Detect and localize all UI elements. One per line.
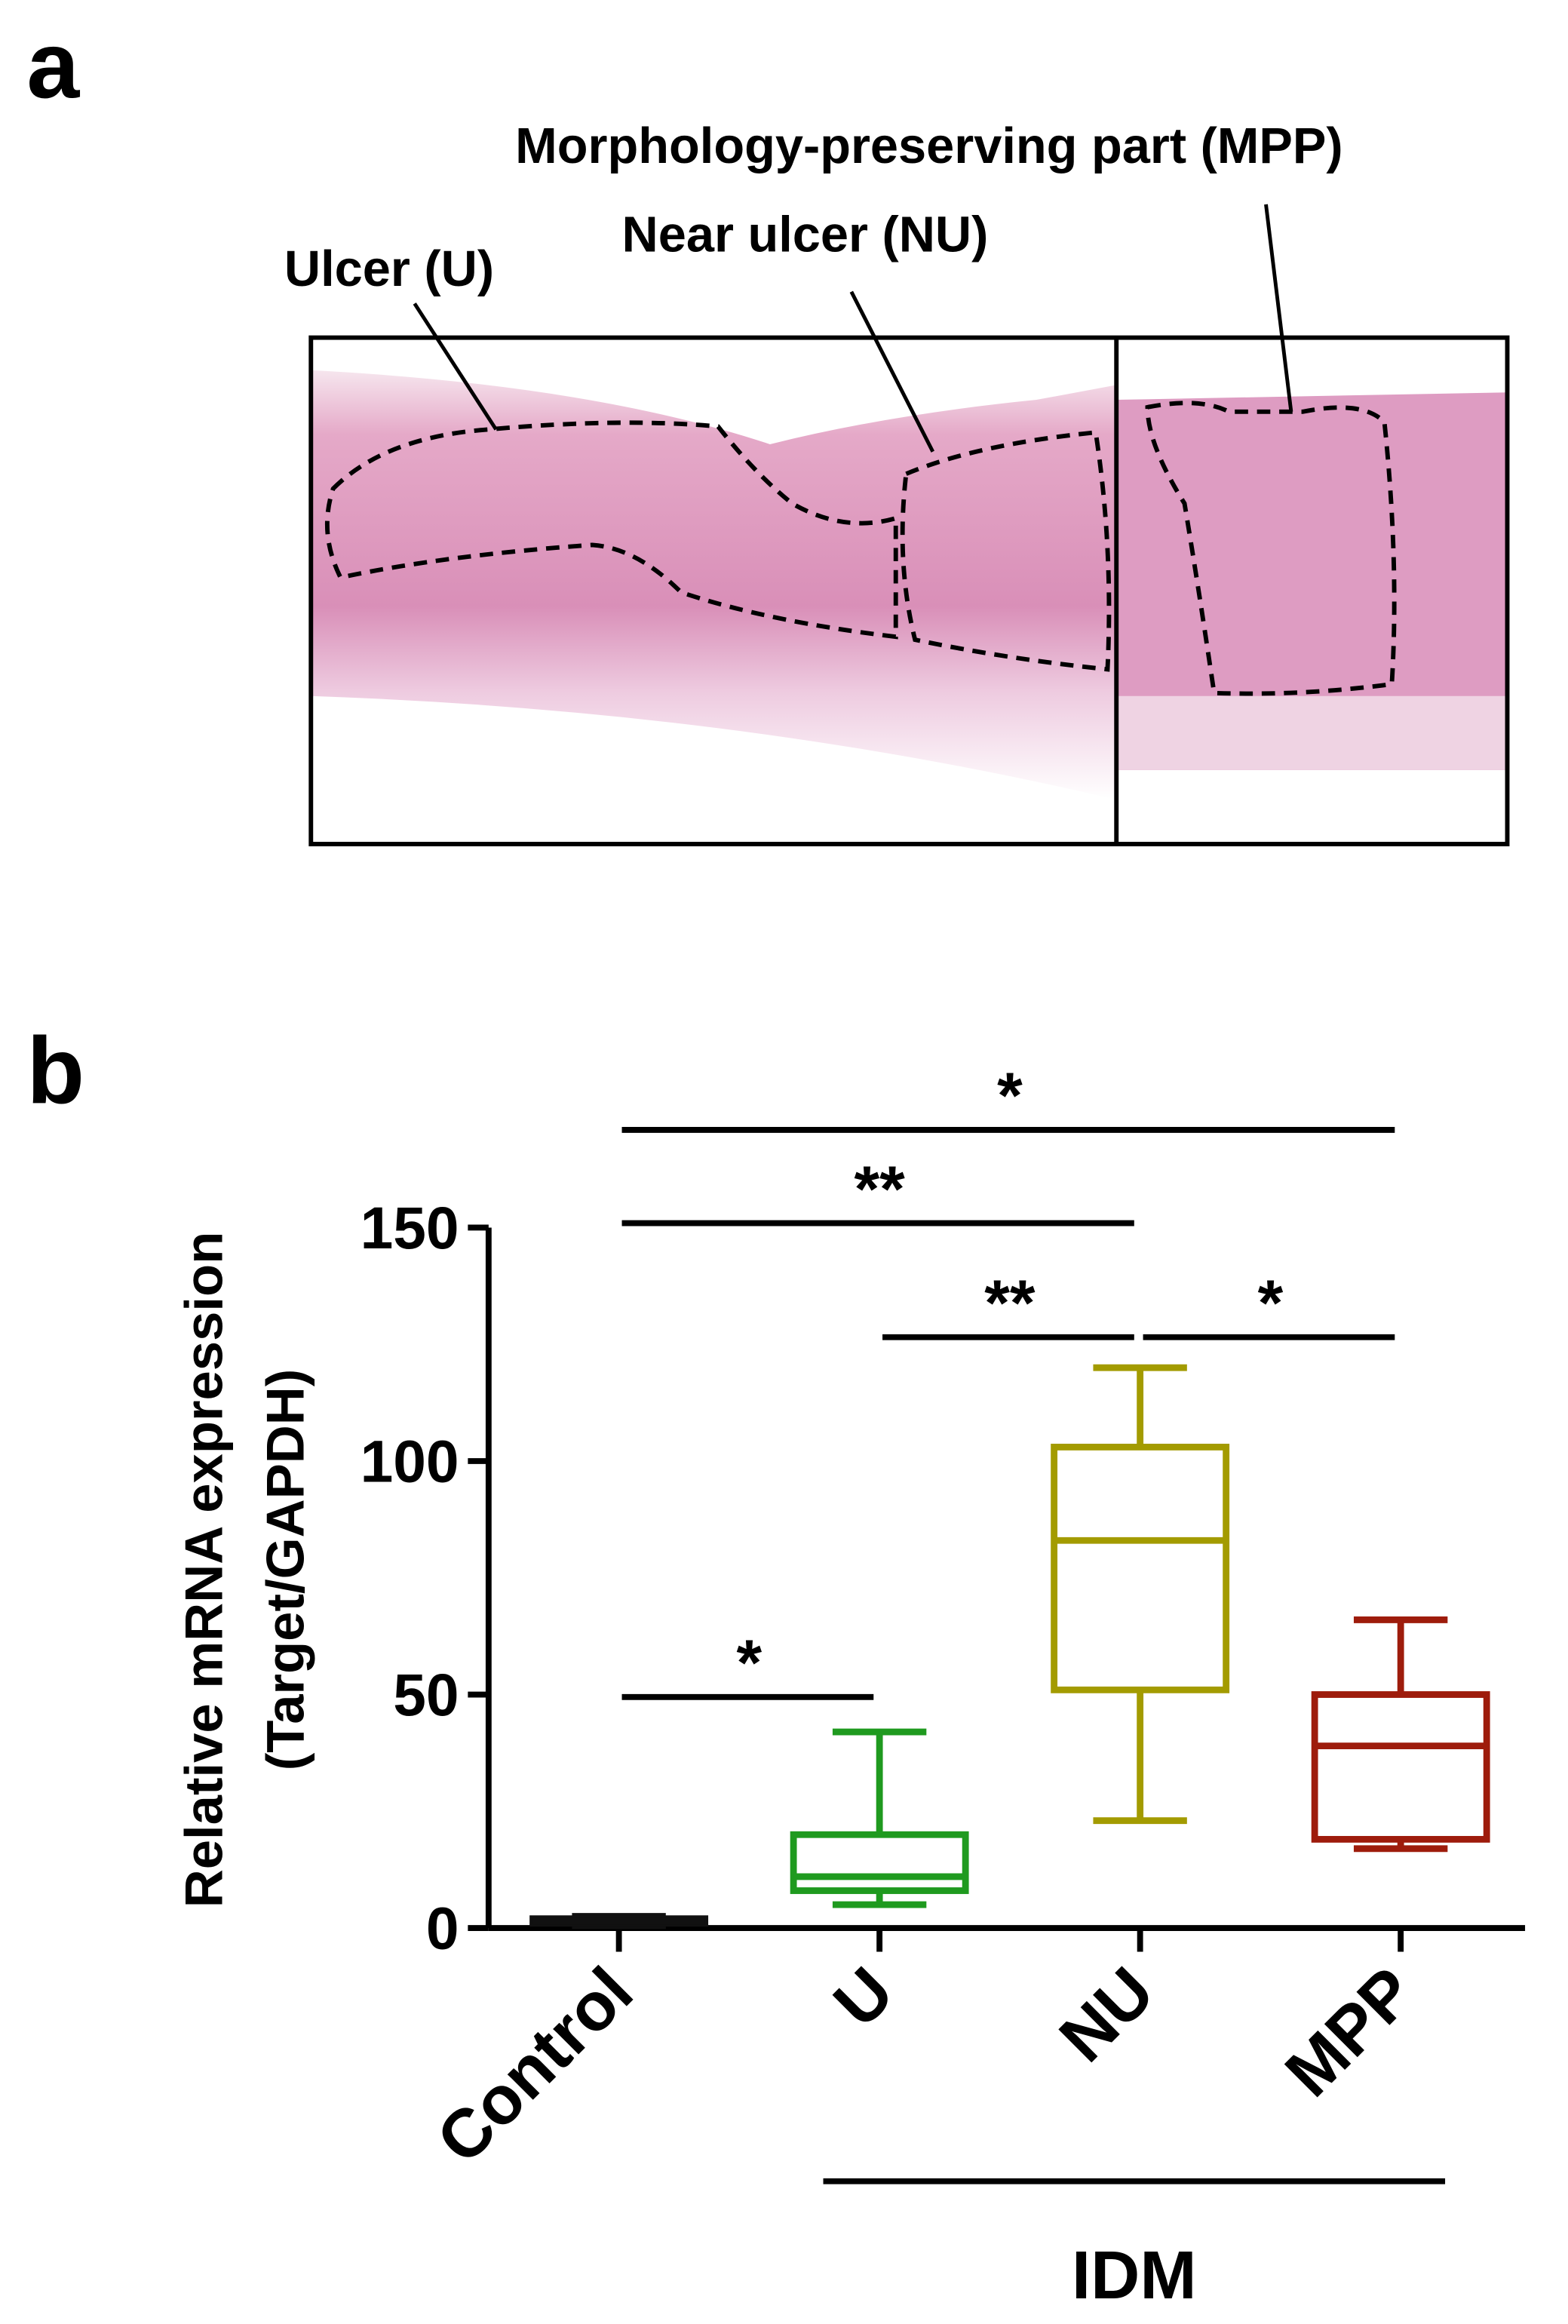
significance-label: * xyxy=(997,1060,1023,1132)
histology-image xyxy=(308,204,1510,846)
annotation: Ulcer (U) xyxy=(284,241,494,297)
x-tick-label: NU xyxy=(1045,1953,1169,2077)
x-tick-label: MPP xyxy=(1271,1953,1429,2111)
outline-u xyxy=(324,420,898,640)
tissue xyxy=(1116,695,1508,770)
y-axis-label: Relative mRNA expression xyxy=(173,1232,233,1908)
leader-line xyxy=(413,302,498,431)
tissue xyxy=(1116,392,1508,770)
y-tick-label: 150 xyxy=(361,1195,459,1261)
x-tick-label: Control xyxy=(422,1953,647,2178)
group-label: IDM xyxy=(1072,2237,1197,2313)
box-plot xyxy=(1051,1364,1230,1825)
y-tick-label: 50 xyxy=(393,1662,459,1728)
significance-label: * xyxy=(737,1627,763,1699)
tissue xyxy=(311,370,1117,800)
y-axis-label: (Target/GAPDH) xyxy=(255,1369,315,1771)
significance-label: ** xyxy=(984,1267,1036,1340)
box xyxy=(1051,1444,1230,1693)
annotation: Near ulcer (NU) xyxy=(622,207,989,263)
leader-line xyxy=(1264,204,1293,413)
panel-label: b xyxy=(26,1018,84,1124)
annotation: Morphology-preserving part (MPP) xyxy=(515,118,1342,174)
significance-label: ** xyxy=(855,1153,906,1226)
box-plot xyxy=(1311,1616,1490,1853)
significance-label: * xyxy=(1258,1267,1284,1340)
box xyxy=(790,1831,969,1894)
image-frame xyxy=(308,335,1510,846)
box xyxy=(1311,1691,1490,1843)
y-tick-label: 0 xyxy=(426,1896,459,1962)
outline-nu xyxy=(900,430,1112,672)
leader-lines xyxy=(413,204,1293,453)
box-plot xyxy=(790,1728,969,1908)
y-tick-label: 100 xyxy=(361,1428,459,1494)
leader-line xyxy=(849,290,934,453)
region-outlines xyxy=(324,401,1397,696)
x-tick-label: U xyxy=(819,1953,908,2042)
panel-label: a xyxy=(26,12,80,118)
box-plot xyxy=(529,1913,709,1930)
